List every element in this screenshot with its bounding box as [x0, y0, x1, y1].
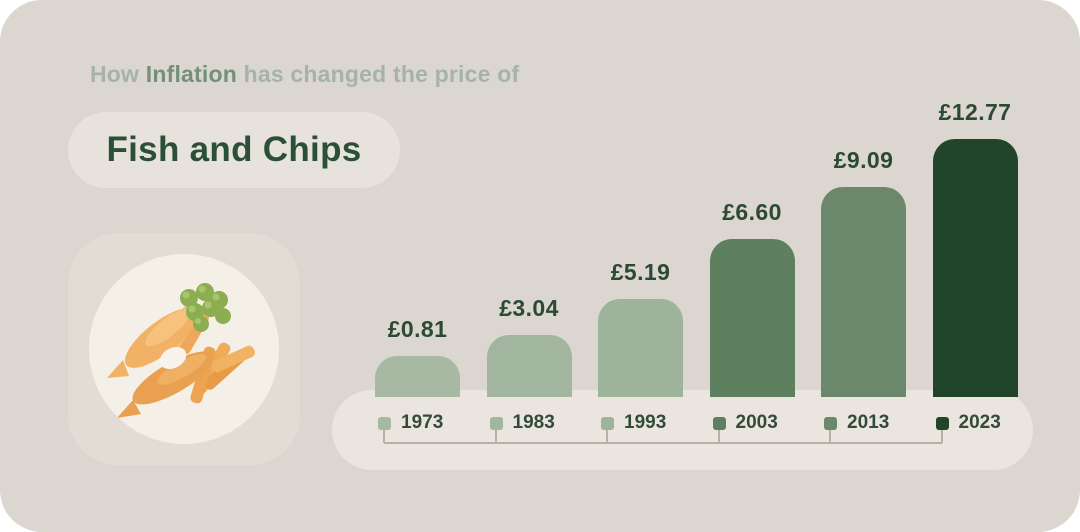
timeline-year-label: 2003 [735, 412, 778, 433]
timeline-year-label: 2013 [847, 412, 890, 433]
food-illustration-tile [68, 233, 300, 465]
timeline-year-label: 2023 [958, 412, 1001, 433]
bar-value-label: £12.77 [938, 99, 1012, 125]
bar-1983 [486, 335, 572, 397]
timeline-marker-2023 [935, 417, 949, 430]
timeline-tick [940, 430, 943, 443]
bar-group-1993: £5.19 [598, 259, 683, 397]
timeline-tick [717, 430, 720, 443]
timeline-axis: 1973 1983 1993 2003 2013 2023 [332, 390, 1033, 470]
title-prefix: How [90, 61, 140, 87]
subject-label: Fish and Chips [106, 130, 362, 169]
bar-group-2003: £6.60 [709, 199, 795, 397]
bar-1973 [375, 356, 460, 397]
bar-group-2013: £9.09 [821, 147, 906, 397]
timeline-tick [606, 430, 608, 443]
timeline-year-label: 1973 [401, 412, 444, 433]
page-title: How Inflation has changed the price of [90, 61, 519, 88]
title-suffix: has changed the price of [243, 61, 520, 87]
bar-group-1973: £0.81 [375, 316, 460, 397]
timeline-year-label: 1993 [624, 412, 667, 433]
timeline-tick [383, 430, 385, 443]
fish-and-chips-icon [107, 283, 255, 418]
bar-value-label: £6.60 [722, 199, 782, 225]
subject-pill: Fish and Chips [68, 112, 400, 188]
bar-group-2023: £12.77 [932, 99, 1018, 397]
timeline-tick [829, 430, 831, 443]
timeline-marker-2003 [712, 417, 726, 430]
title-highlight: Inflation [145, 61, 237, 87]
timeline-axis-line [384, 442, 942, 444]
bar-group-1983: £3.04 [486, 295, 572, 397]
timeline-marker-1973 [378, 417, 391, 430]
bar-value-label: £5.19 [610, 259, 671, 285]
bar-value-label: £0.81 [387, 316, 448, 342]
timeline-year-label: 1983 [512, 412, 555, 433]
bar-2023 [932, 139, 1018, 397]
bar-1993 [598, 299, 683, 397]
bar-value-label: £9.09 [833, 147, 894, 173]
timeline-marker-2013 [824, 417, 837, 430]
plate [89, 254, 279, 444]
bar-value-label: £3.04 [499, 295, 559, 321]
timeline-tick [494, 430, 497, 443]
timeline-marker-1983 [489, 417, 503, 430]
bar-2013 [821, 187, 906, 397]
timeline-marker-1993 [601, 417, 614, 430]
bar-2003 [709, 239, 795, 397]
